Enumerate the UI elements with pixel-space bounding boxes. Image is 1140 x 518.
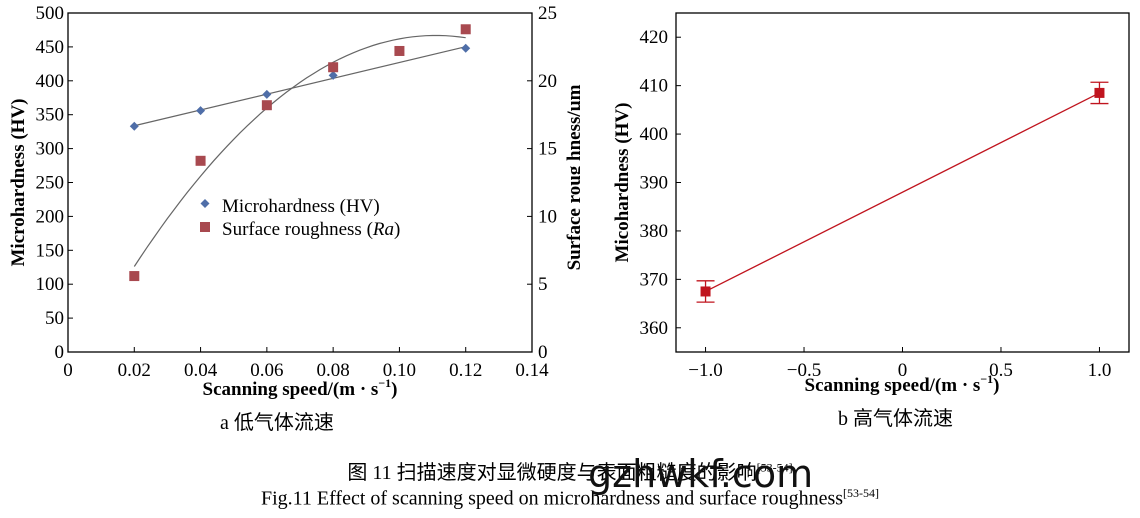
x-tick-label-a: 0.02 [118,360,151,381]
x-tick-label-a: 0.10 [383,360,416,381]
x-tick-label-a: 0 [63,360,73,381]
legend-label-microhardness: Microhardness (HV) [222,196,380,217]
figure-caption-en: Fig.11 Effect of scanning speed on micro… [0,486,1140,511]
y-tick-label-a: 250 [36,173,65,194]
y-tick-label-a: 200 [36,206,65,227]
x-axis-title-a: Scanning speed/(m · s−1) [203,376,398,400]
y-tick-label-b: 410 [640,76,669,97]
x-tick-label-b: −0.5 [787,360,821,381]
marker-roughness [129,271,140,282]
marker-roughness [328,62,339,73]
data-line-b [705,92,1100,293]
y-axis-title-a: Microhardness (HV) [8,99,29,267]
y2-tick-label-a: 0 [538,342,548,363]
chart-a: 0 0.02 0.04 0.06 0.08 0.10 0.12 0.1405010015020… [8,3,580,400]
y-tick-label-b: 370 [640,269,669,290]
marker-roughness [394,45,405,56]
y-tick-label-a: 500 [36,3,65,24]
y-tick-label-b: 360 [640,318,669,339]
y-tick-label-b: 390 [640,173,669,194]
caption-b: b 高气体流速 [838,408,953,430]
x-axis-title-b: Scanning speed/(m · s−1) [805,372,1000,396]
y2-axis-title-a: Surface roug hness/µm [564,84,580,270]
watermark: gzhwkf.com [588,452,814,496]
trend-line-microhardness [134,46,466,127]
y-tick-label-a: 100 [36,274,65,295]
y-tick-label-a: 350 [36,105,65,126]
y2-tick-label-a: 10 [538,206,557,227]
marker-roughness [460,24,471,35]
x-tick-label-b: 1.0 [1088,360,1112,381]
figure-caption-en-text: Fig.11 Effect of scanning speed on micro… [260,487,844,510]
y-tick-label-b: 400 [640,124,669,145]
marker-roughness [261,100,272,111]
figure-caption-en-ref: [53-54] [843,486,880,500]
y-axis-title-b: Micohardness (HV) [612,103,633,263]
plot-frame-a [67,12,533,353]
y-tick-label-a: 0 [55,342,65,363]
marker-microhardness [196,106,206,116]
y-tick-label-b: 380 [640,221,669,242]
y2-tick-label-a: 20 [538,71,557,92]
figure-caption-zh-ref: [53-54] [756,460,793,475]
legend-marker-roughness [200,222,210,232]
figure-caption-zh-text: 图 11 扫描速度对显微硬度与表面粗糙度的影响 [347,462,757,484]
marker-b [700,286,711,297]
marker-microhardness [262,89,272,99]
figure-caption-zh: 图 11 扫描速度对显微硬度与表面粗糙度的影响[53-54] [0,456,1140,485]
y-tick-label-a: 400 [36,71,65,92]
y2-tick-label-a: 25 [538,3,557,24]
y2-tick-label-a: 5 [538,274,548,295]
x-tick-label-a: 0.14 [515,360,549,381]
plot-frame-b [675,12,1130,353]
x-tick-label-a: 0.08 [317,360,350,381]
y-tick-label-a: 150 [36,240,65,261]
marker-microhardness [129,121,139,131]
x-tick-label-b: 0.5 [989,360,1013,381]
y2-tick-label-a: 15 [538,139,557,160]
marker-b [1094,87,1105,98]
y-tick-label-a: 50 [45,308,64,329]
x-tick-label-a: 0.06 [250,360,283,381]
caption-a: a 低气体流速 [220,412,334,434]
y-tick-label-a: 300 [36,139,65,160]
marker-microhardness [461,43,471,53]
marker-microhardness [328,70,338,80]
x-tick-label-a: 0.12 [449,360,482,381]
trend-curve-roughness [133,34,466,267]
chart-b: −1.0 −0.5 0 0.5 1.0 360 370 380 390 400 410 420 Scan… [612,12,1130,396]
x-tick-label-b: 0 [898,360,908,381]
x-tick-label-b: −1.0 [688,360,722,381]
legend-marker-microhardness [200,199,210,208]
y-tick-label-b: 420 [640,27,669,48]
y-tick-label-a: 450 [36,37,65,58]
marker-roughness [195,155,206,166]
x-tick-label-a: 0.04 [184,360,218,381]
legend-label-roughness: Surface roughness (Ra) [222,219,400,240]
